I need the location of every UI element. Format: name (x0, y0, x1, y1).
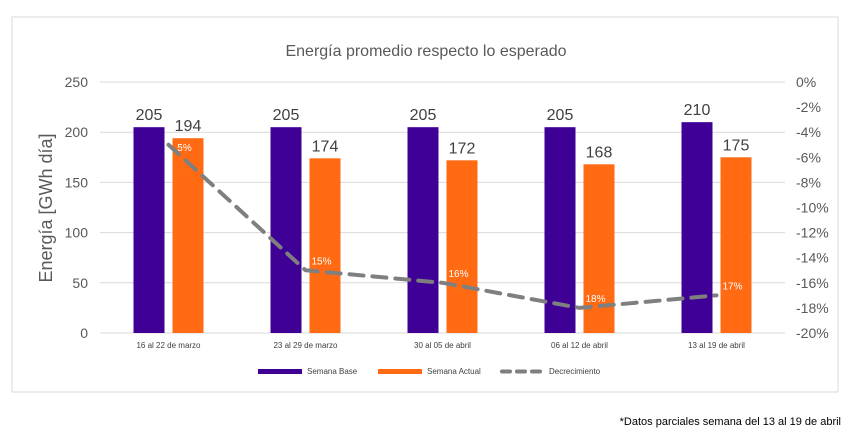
y2-tick-label: -2% (796, 99, 821, 115)
bar-semana-actual (446, 160, 478, 333)
y-tick-label: 0 (80, 325, 88, 341)
data-label: 175 (723, 137, 750, 154)
y-tick-label: 200 (65, 124, 89, 140)
y2-tick-label: -14% (796, 250, 829, 266)
data-label: 172 (449, 140, 476, 157)
y2-tick-label: -10% (796, 200, 829, 216)
y-tick-label: 250 (65, 74, 89, 90)
chart-title: Energía promedio respecto lo esperado (285, 43, 566, 60)
x-tick-label: 06 al 12 de abril (551, 341, 608, 350)
legend-label: Semana Actual (427, 367, 481, 376)
bar-semana-base (544, 127, 576, 334)
legend-label: Decrecimiento (549, 367, 601, 376)
line-data-label: 18% (585, 294, 605, 305)
x-tick-label: 23 al 29 de marzo (273, 341, 338, 350)
data-label: 174 (312, 138, 339, 155)
line-data-label: 17% (722, 281, 742, 292)
y2-tick-label: -4% (796, 124, 821, 140)
data-label: 205 (547, 107, 574, 124)
y2-tick-label: -8% (796, 174, 821, 190)
y-tick-label: 100 (65, 225, 89, 241)
y2-tick-label: -16% (796, 275, 829, 291)
data-label: 194 (175, 118, 202, 135)
bar-semana-actual (172, 138, 204, 333)
x-tick-label: 13 al 19 de abril (688, 341, 745, 350)
legend-swatch (258, 369, 302, 374)
data-label: 205 (410, 107, 437, 124)
y-axis-label: Energía [GWh día] (36, 133, 56, 282)
footnote: *Datos parciales semana del 13 al 19 de … (619, 416, 841, 428)
data-label: 168 (586, 144, 613, 161)
bar-semana-actual (720, 157, 752, 333)
line-decrecimiento (166, 142, 719, 310)
bar-semana-base (270, 127, 302, 334)
line-data-label: 16% (448, 269, 468, 280)
y2-tick-label: -12% (796, 225, 829, 241)
data-label: 205 (136, 107, 163, 124)
legend-label: Semana Base (307, 367, 358, 376)
bar-semana-base (681, 122, 713, 333)
y2-tick-label: -18% (796, 300, 829, 316)
bar-semana-actual (309, 158, 341, 333)
y2-tick-label: -6% (796, 149, 821, 165)
y-tick-label: 150 (65, 174, 89, 190)
bar-semana-base (407, 127, 439, 334)
y2-tick-label: -20% (796, 325, 829, 341)
line-data-label: 15% (311, 256, 331, 267)
x-tick-label: 30 al 05 de abril (414, 341, 471, 350)
y2-tick-label: 0% (796, 74, 816, 90)
legend-swatch (378, 369, 422, 374)
data-label: 205 (273, 107, 300, 124)
data-label: 210 (684, 102, 711, 119)
y-tick-label: 50 (72, 275, 88, 291)
x-tick-label: 16 al 22 de marzo (136, 341, 201, 350)
bar-semana-base (133, 127, 165, 334)
line-data-label: 5% (177, 143, 192, 154)
